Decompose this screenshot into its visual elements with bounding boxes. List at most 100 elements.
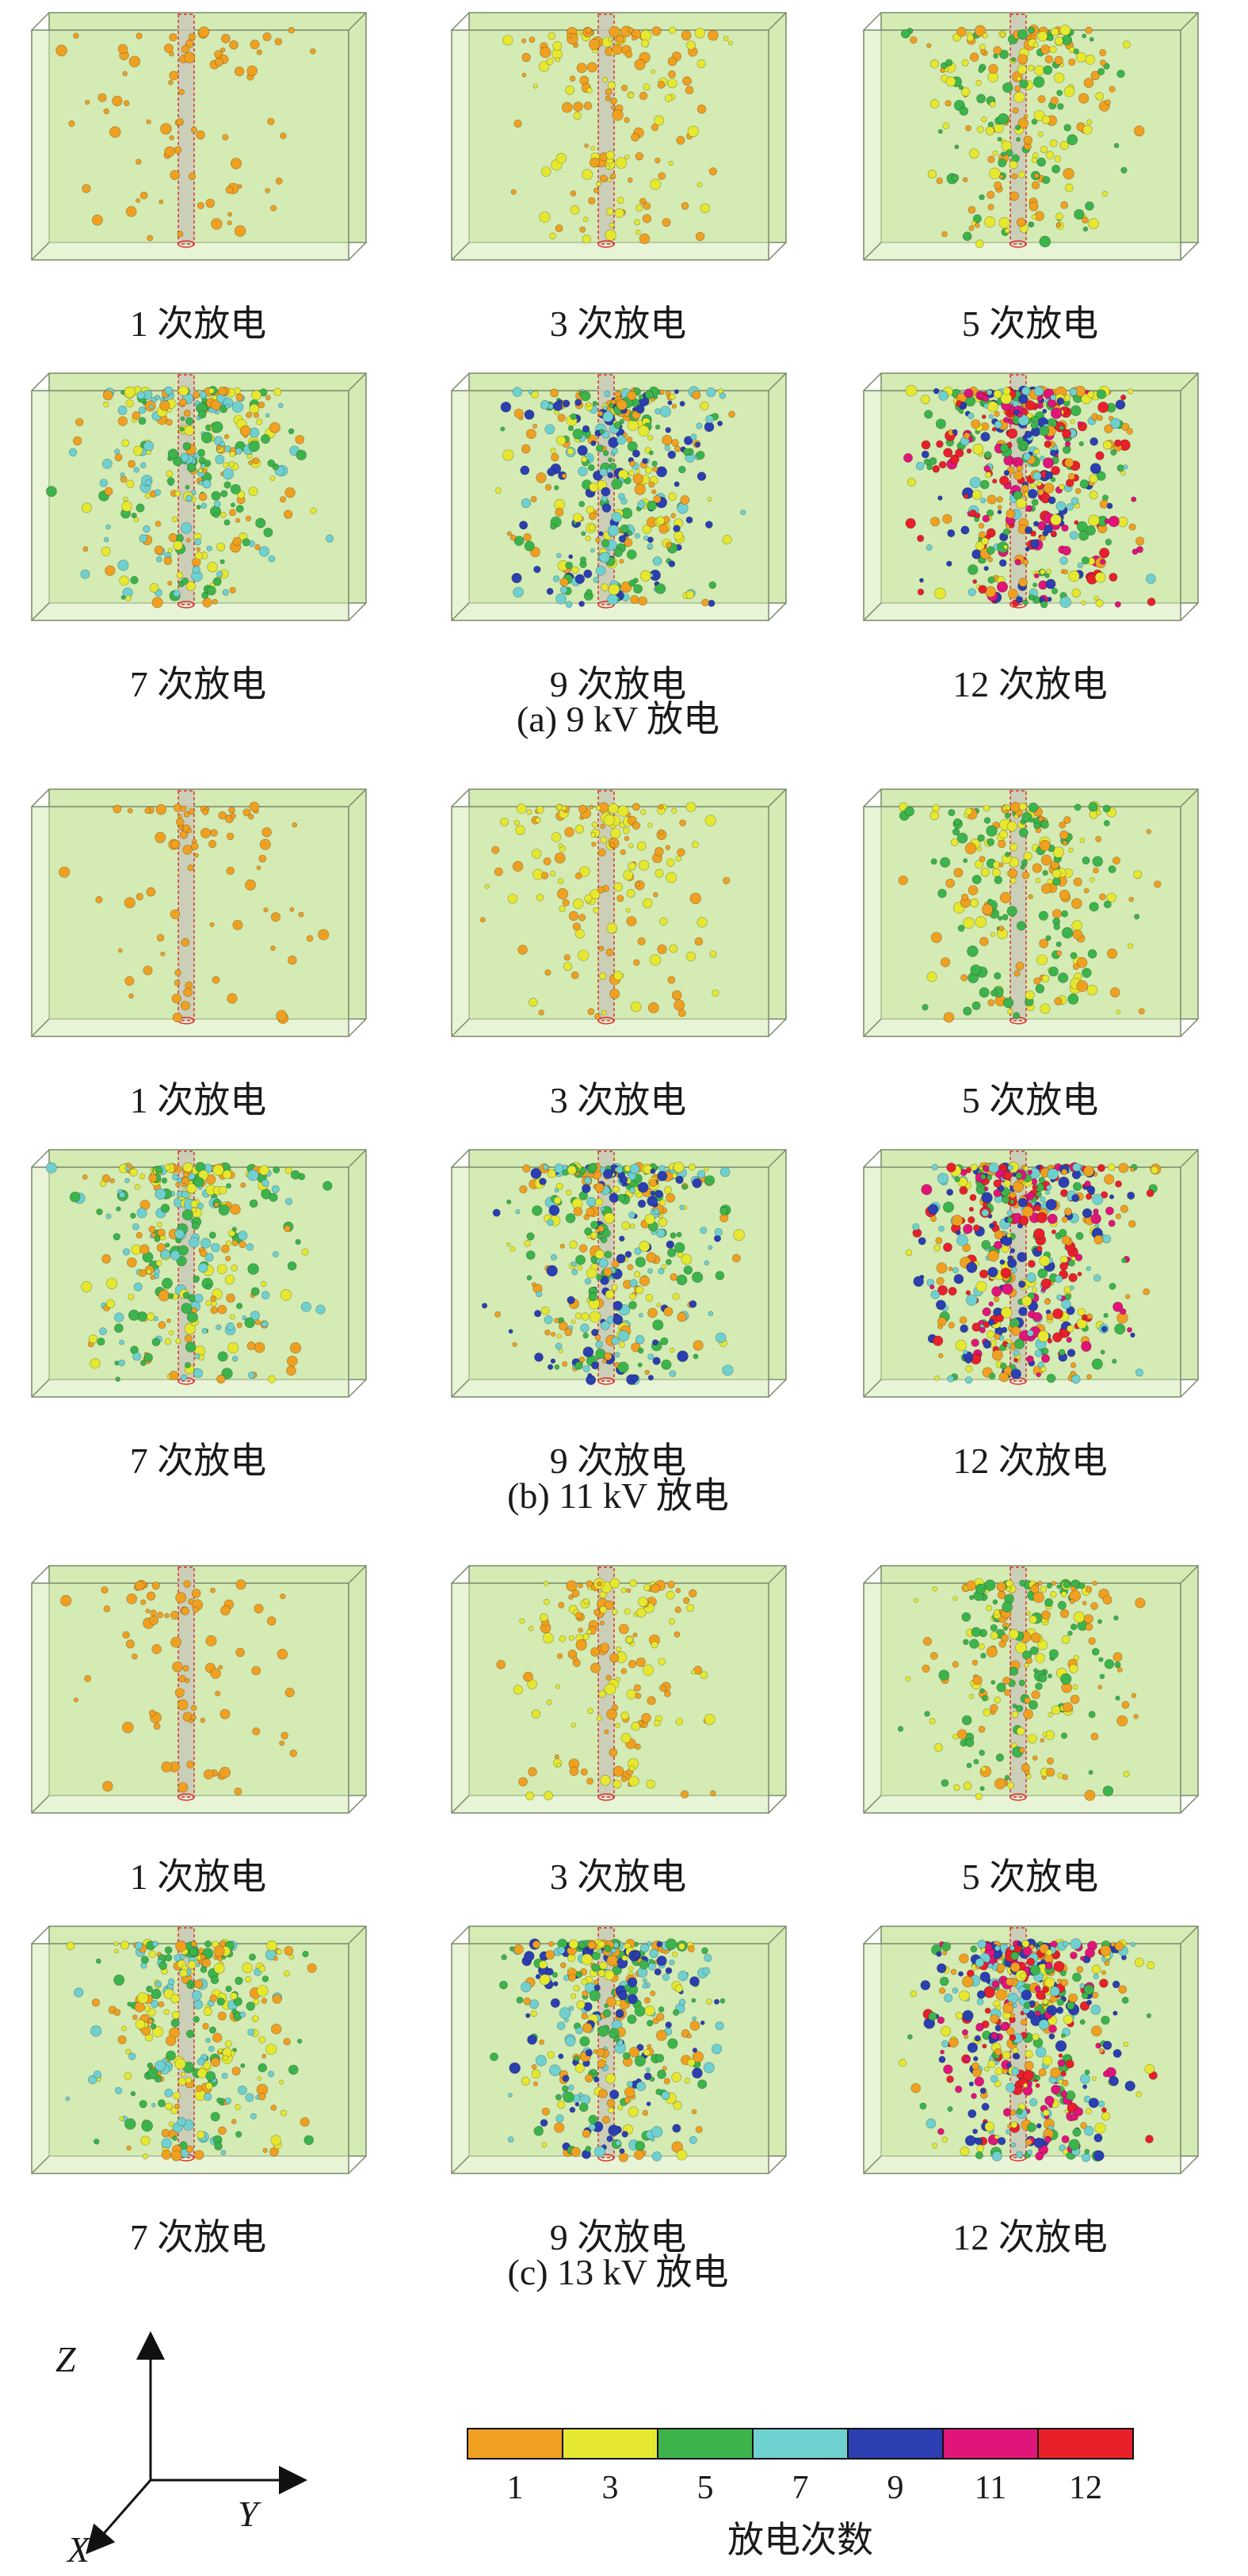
discharge-point bbox=[1046, 1768, 1055, 1777]
discharge-point bbox=[975, 860, 983, 869]
discharge-point bbox=[223, 481, 231, 489]
discharge-point bbox=[580, 556, 587, 563]
panel-label: 9 次放电 bbox=[549, 2217, 687, 2257]
discharge-point bbox=[647, 2020, 654, 2027]
discharge-point bbox=[578, 1244, 588, 1253]
discharge-point bbox=[1068, 1993, 1078, 2003]
discharge-point bbox=[613, 1780, 622, 1789]
discharge-point bbox=[1060, 200, 1069, 209]
discharge-point bbox=[155, 1188, 166, 1200]
box-edge bbox=[451, 1379, 470, 1398]
discharge-point bbox=[607, 177, 612, 183]
discharge-point bbox=[607, 593, 619, 605]
discharge-point bbox=[629, 1279, 638, 1288]
discharge-point bbox=[697, 471, 707, 481]
discharge-point bbox=[1070, 1362, 1077, 1368]
discharge-point bbox=[585, 536, 591, 542]
discharge-point bbox=[256, 1985, 269, 1997]
discharge-point bbox=[628, 2106, 639, 2117]
discharge-point bbox=[666, 1193, 675, 1203]
box-edge bbox=[863, 242, 882, 261]
discharge-point bbox=[981, 1765, 987, 1772]
discharge-point bbox=[590, 1662, 601, 1673]
discharge-point bbox=[571, 1319, 576, 1324]
discharge-point bbox=[247, 2028, 255, 2036]
discharge-point bbox=[280, 1289, 292, 1301]
discharge-point bbox=[1082, 967, 1092, 979]
discharge-point bbox=[1028, 64, 1035, 71]
discharge-point bbox=[647, 1307, 658, 1319]
discharge-point bbox=[1025, 430, 1032, 438]
discharge-point bbox=[713, 1235, 721, 1242]
discharge-point bbox=[966, 448, 972, 454]
discharge-point bbox=[126, 479, 135, 488]
discharge-point bbox=[628, 92, 635, 98]
discharge-point bbox=[982, 1307, 991, 1317]
discharge-point bbox=[131, 513, 137, 519]
box-edge bbox=[31, 1925, 50, 1944]
discharge-point bbox=[656, 1956, 667, 1967]
discharge-point bbox=[982, 903, 993, 915]
discharge-point bbox=[1109, 418, 1121, 429]
discharge-point bbox=[158, 1289, 170, 1302]
discharge-point bbox=[933, 387, 940, 395]
panel-3-1 bbox=[31, 1565, 367, 1814]
panel-2-7 bbox=[31, 1149, 367, 1398]
discharge-point bbox=[277, 403, 284, 409]
discharge-point bbox=[574, 574, 586, 584]
box-edge bbox=[1180, 242, 1199, 261]
discharge-point bbox=[178, 1674, 186, 1683]
discharge-point bbox=[222, 468, 234, 480]
discharge-point bbox=[256, 865, 261, 871]
discharge-point bbox=[940, 857, 951, 868]
discharge-point bbox=[649, 1178, 658, 1187]
discharge-point bbox=[1032, 1184, 1038, 1190]
discharge-point bbox=[697, 1170, 706, 1179]
discharge-point bbox=[708, 1311, 714, 1317]
discharge-point bbox=[508, 1329, 513, 1334]
discharge-point bbox=[219, 559, 225, 564]
discharge-point bbox=[519, 1185, 528, 1194]
discharge-point bbox=[181, 1182, 186, 1188]
discharge-point bbox=[526, 1275, 532, 1280]
discharge-point bbox=[148, 1174, 158, 1183]
discharge-point bbox=[229, 586, 236, 593]
discharge-point bbox=[942, 513, 952, 524]
discharge-point bbox=[972, 578, 978, 584]
discharge-point bbox=[114, 448, 120, 455]
discharge-point bbox=[656, 1303, 662, 1307]
discharge-point bbox=[46, 486, 57, 497]
discharge-point bbox=[1017, 54, 1029, 65]
discharge-point bbox=[1082, 33, 1087, 39]
discharge-point bbox=[627, 2081, 633, 2088]
discharge-point bbox=[222, 134, 229, 141]
discharge-point bbox=[580, 1323, 590, 1333]
discharge-point bbox=[578, 1941, 586, 1949]
discharge-point bbox=[638, 1347, 644, 1354]
discharge-point bbox=[160, 123, 172, 135]
discharge-point bbox=[618, 2152, 628, 2162]
discharge-point bbox=[1040, 455, 1045, 461]
discharge-point bbox=[1130, 1332, 1135, 1338]
discharge-point bbox=[1014, 86, 1021, 93]
discharge-point bbox=[122, 1248, 130, 1256]
discharge-point bbox=[1063, 816, 1071, 824]
discharge-point bbox=[652, 1357, 661, 1365]
discharge-point bbox=[555, 56, 561, 63]
discharge-point bbox=[907, 478, 916, 487]
discharge-point bbox=[671, 2141, 683, 2153]
discharge-point bbox=[102, 1780, 113, 1792]
box-edge bbox=[348, 1925, 367, 1944]
discharge-point bbox=[527, 2034, 537, 2045]
discharge-point bbox=[580, 391, 591, 402]
discharge-point bbox=[1034, 573, 1040, 578]
discharge-point bbox=[513, 1685, 523, 1695]
discharge-point bbox=[235, 517, 241, 523]
discharge-point bbox=[146, 1985, 153, 1993]
discharge-point bbox=[601, 583, 609, 592]
discharge-point bbox=[979, 1326, 986, 1334]
discharge-point bbox=[148, 1225, 156, 1233]
discharge-point bbox=[223, 462, 229, 468]
discharge-point bbox=[597, 1581, 602, 1587]
discharge-point bbox=[202, 2023, 209, 2030]
